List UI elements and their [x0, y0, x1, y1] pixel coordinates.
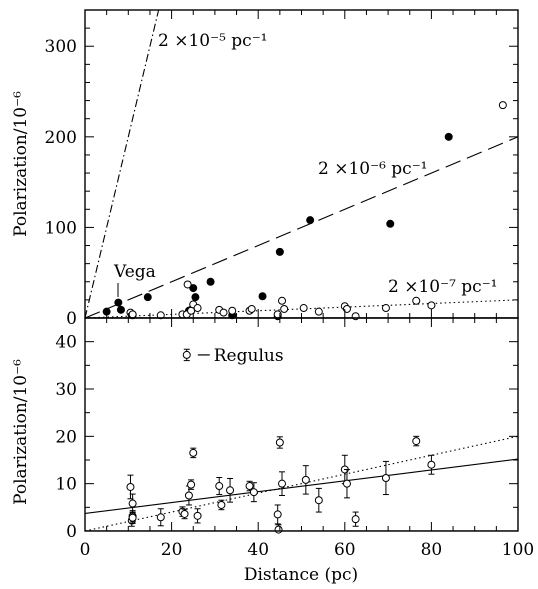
bottom-model-line-1 [85, 435, 518, 531]
vega-label: Vega [113, 262, 156, 282]
open-data-point [128, 513, 137, 522]
bottom-x-tick-label: 20 [161, 540, 183, 560]
open-data-point [193, 304, 202, 313]
open-data-point [228, 306, 237, 315]
bottom-y-tick-label: 20 [55, 427, 77, 447]
open-data-point [314, 307, 323, 316]
open-data-point [278, 479, 287, 488]
open-data-point [184, 491, 193, 500]
open-data-point [275, 438, 284, 447]
bottom-x-tick-label: 40 [247, 540, 269, 560]
open-data-point [412, 437, 421, 446]
filled-data-point [191, 293, 200, 302]
open-data-point [128, 310, 137, 319]
bottom-x-tick-label: 100 [502, 540, 534, 560]
filled-data-point [206, 277, 215, 286]
open-data-point [128, 499, 137, 508]
open-data-point [245, 482, 254, 491]
top-y-axis-title: Polarization/10⁻⁶ [11, 91, 31, 237]
open-data-point [273, 510, 282, 519]
filled-data-point [116, 305, 125, 314]
open-data-point [180, 509, 189, 518]
open-data-point [427, 460, 436, 469]
filled-data-point [386, 219, 395, 228]
open-data-point [215, 482, 224, 491]
top-model-line-0 [85, 10, 160, 318]
filled-data-point [258, 292, 267, 301]
filled-data-point [444, 132, 453, 141]
open-data-point [381, 473, 390, 482]
x-axis-title: Distance (pc) [244, 565, 358, 585]
open-data-point [189, 448, 198, 457]
open-data-point [314, 496, 323, 505]
top-y-tick-label: 0 [66, 309, 77, 329]
legend-marker [182, 350, 191, 359]
bottom-y-axis-title: Polarization/10⁻⁶ [11, 359, 31, 505]
filled-data-point [143, 293, 152, 302]
open-data-point [278, 296, 287, 305]
open-data-point [156, 311, 165, 320]
open-data-point [217, 500, 226, 509]
open-data-point [187, 480, 196, 489]
open-data-point [381, 304, 390, 313]
model-line-label-1: 2 ×10⁻⁶ pc⁻¹ [318, 159, 427, 179]
open-data-point [301, 475, 310, 484]
open-data-point [126, 482, 135, 491]
open-data-point [156, 513, 165, 522]
model-line-label-0: 2 ×10⁻⁵ pc⁻¹ [158, 31, 267, 51]
filled-data-point [275, 247, 284, 256]
bottom-panel-frame [84, 317, 519, 532]
model-line-label-2: 2 ×10⁻⁷ pc⁻¹ [388, 277, 497, 297]
filled-data-point [306, 216, 315, 225]
top-panel: 0 100 200 300 2 ×10⁻⁵ pc⁻¹ 2 ×10⁻⁶ pc⁻¹ 2 ×10⁻… [11, 9, 519, 329]
top-y-tick-label: 100 [45, 218, 77, 238]
filled-data-point [114, 298, 123, 307]
open-data-point [427, 301, 436, 310]
open-data-point [193, 511, 202, 520]
open-data-point [183, 280, 192, 289]
filled-data-point [189, 284, 198, 293]
open-data-point [299, 304, 308, 313]
regulus-legend: Regulus [182, 346, 284, 366]
top-model-line-1 [85, 136, 518, 318]
bottom-x-tick-label: 0 [80, 540, 91, 560]
top-y-tick-label: 300 [45, 37, 77, 57]
open-data-point [247, 304, 256, 313]
open-data-point [219, 308, 228, 317]
bottom-y-tick-label: 40 [55, 333, 77, 353]
top-y-tick-label: 200 [45, 128, 77, 148]
open-data-point [351, 515, 360, 524]
bottom-model-line-0 [85, 458, 518, 515]
open-data-point [498, 101, 507, 110]
open-data-point [226, 486, 235, 495]
bottom-x-tick-label: 60 [334, 540, 356, 560]
bottom-x-tick-label: 80 [421, 540, 443, 560]
open-data-point [412, 296, 421, 305]
legend-label: Regulus [214, 346, 284, 366]
bottom-y-tick-label: 0 [66, 522, 77, 542]
open-data-point [249, 488, 258, 497]
bottom-y-tick-label: 10 [55, 475, 77, 495]
open-data-point [274, 525, 283, 534]
bottom-y-tick-label: 30 [55, 380, 77, 400]
open-data-point [342, 479, 351, 488]
open-data-point [280, 304, 289, 313]
